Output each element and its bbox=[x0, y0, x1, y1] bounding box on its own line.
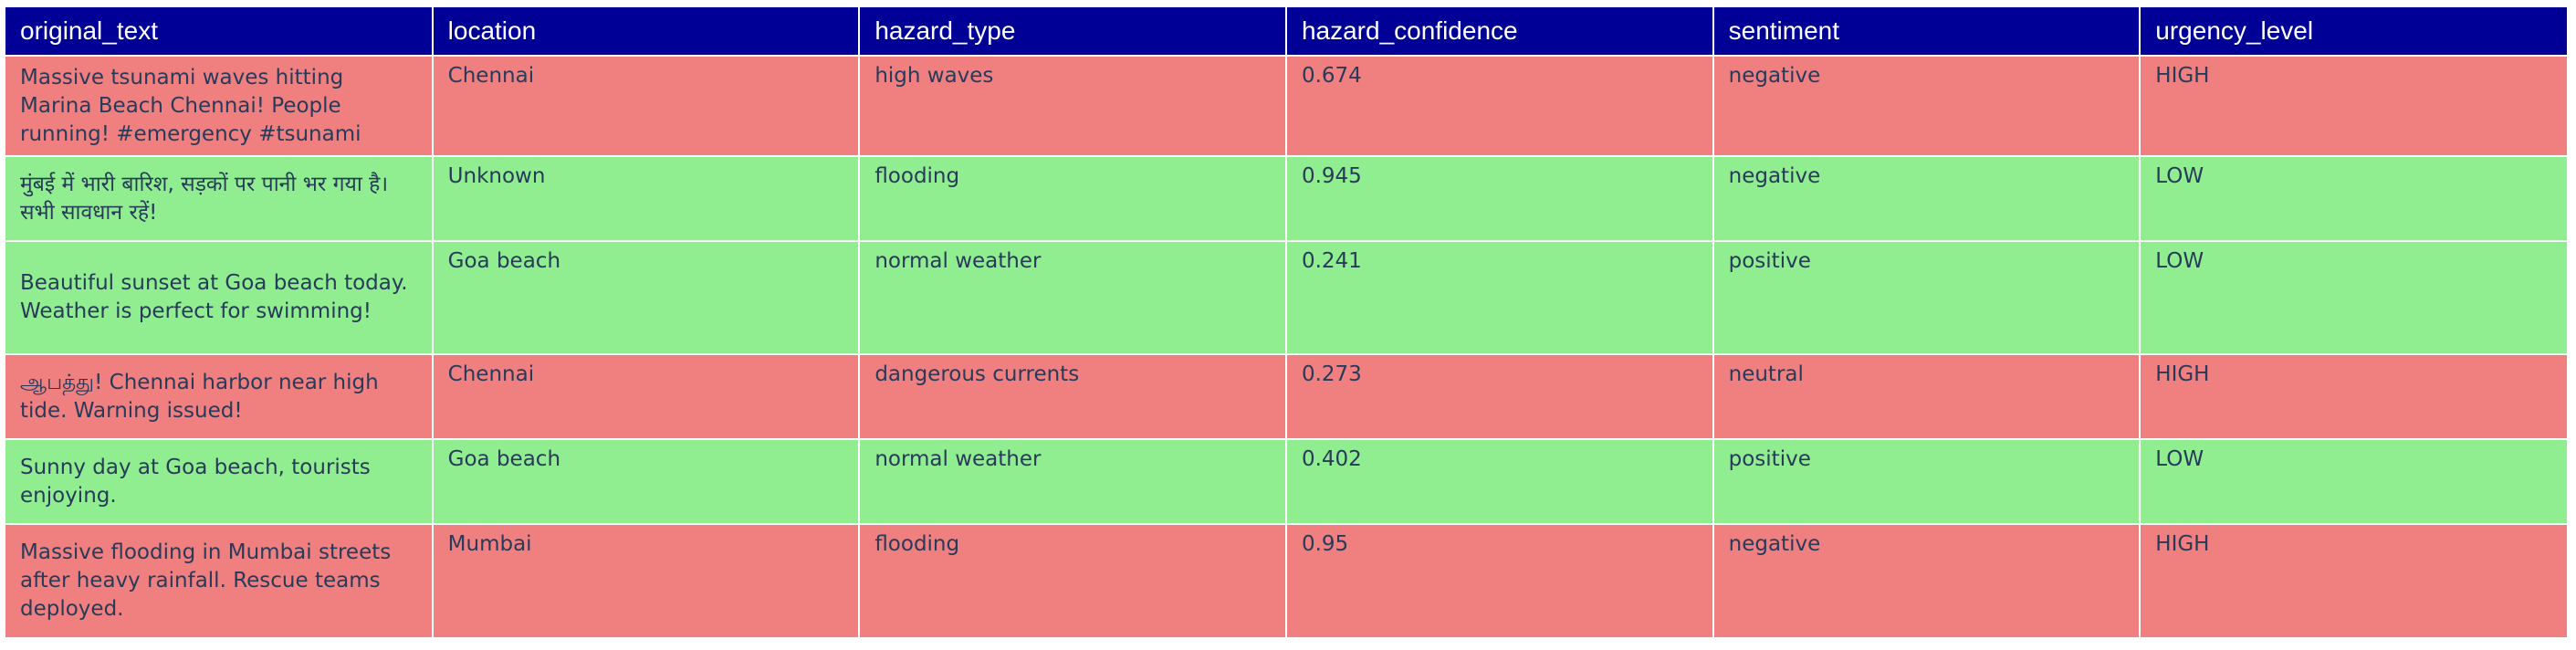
sentiment-cell: positive bbox=[1712, 240, 2141, 354]
original-text-cell: Massive flooding in Mumbai streets after… bbox=[5, 523, 434, 637]
location-cell: Chennai bbox=[432, 353, 861, 439]
hazard-results-table: original_text location hazard_type hazar… bbox=[5, 7, 2567, 637]
table-row: Massive flooding in Mumbai streets after… bbox=[5, 523, 2567, 637]
hazard-confidence-cell: 0.95 bbox=[1285, 523, 1714, 637]
location-cell: Unknown bbox=[432, 155, 861, 241]
original-text-cell: Massive tsunami waves hitting Marina Bea… bbox=[5, 55, 434, 156]
sentiment-cell: positive bbox=[1712, 438, 2141, 524]
table-row: ஆபத்து! Chennai harbor near high tide. W… bbox=[5, 353, 2567, 439]
location-cell: Mumbai bbox=[432, 523, 861, 637]
sentiment-cell: neutral bbox=[1712, 353, 2141, 439]
table-row: Sunny day at Goa beach, tourists enjoyin… bbox=[5, 438, 2567, 524]
hazard-type-cell: dangerous currents bbox=[859, 353, 1287, 439]
sentiment-cell: negative bbox=[1712, 55, 2141, 156]
hazard-confidence-cell: 0.674 bbox=[1285, 55, 1714, 156]
urgency-level-cell: HIGH bbox=[2140, 523, 2567, 637]
location-cell: Chennai bbox=[432, 55, 861, 156]
original-text-cell: ஆபத்து! Chennai harbor near high tide. W… bbox=[5, 353, 434, 439]
hazard-type-cell: flooding bbox=[859, 523, 1287, 637]
hazard-confidence-cell: 0.945 bbox=[1285, 155, 1714, 241]
column-header-location[interactable]: location bbox=[432, 7, 861, 56]
column-header-hazard-confidence[interactable]: hazard_confidence bbox=[1285, 7, 1714, 56]
original-text-cell: Beautiful sunset at Goa beach today. Wea… bbox=[5, 240, 434, 354]
header-row: original_text location hazard_type hazar… bbox=[5, 7, 2567, 56]
table-row: Massive tsunami waves hitting Marina Bea… bbox=[5, 55, 2567, 156]
sentiment-cell: negative bbox=[1712, 155, 2141, 241]
hazard-confidence-cell: 0.241 bbox=[1285, 240, 1714, 354]
column-header-urgency-level[interactable]: urgency_level bbox=[2140, 7, 2567, 56]
urgency-level-cell: LOW bbox=[2140, 438, 2567, 524]
location-cell: Goa beach bbox=[432, 240, 861, 354]
urgency-level-cell: LOW bbox=[2140, 155, 2567, 241]
urgency-level-cell: HIGH bbox=[2140, 55, 2567, 156]
sentiment-cell: negative bbox=[1712, 523, 2141, 637]
location-cell: Goa beach bbox=[432, 438, 861, 524]
column-header-original-text[interactable]: original_text bbox=[5, 7, 434, 56]
results-table-container: original_text location hazard_type hazar… bbox=[5, 7, 2567, 637]
table-body: Massive tsunami waves hitting Marina Bea… bbox=[5, 55, 2567, 637]
table-row: मुंबई में भारी बारिश, सड़कों पर पानी भर … bbox=[5, 155, 2567, 241]
urgency-level-cell: HIGH bbox=[2140, 353, 2567, 439]
urgency-level-cell: LOW bbox=[2140, 240, 2567, 354]
column-header-hazard-type[interactable]: hazard_type bbox=[859, 7, 1287, 56]
original-text-cell: Sunny day at Goa beach, tourists enjoyin… bbox=[5, 438, 434, 524]
table-row: Beautiful sunset at Goa beach today. Wea… bbox=[5, 240, 2567, 354]
column-header-sentiment[interactable]: sentiment bbox=[1712, 7, 2141, 56]
hazard-confidence-cell: 0.273 bbox=[1285, 353, 1714, 439]
table-header: original_text location hazard_type hazar… bbox=[5, 7, 2567, 56]
hazard-type-cell: flooding bbox=[859, 155, 1287, 241]
hazard-confidence-cell: 0.402 bbox=[1285, 438, 1714, 524]
original-text-cell: मुंबई में भारी बारिश, सड़कों पर पानी भर … bbox=[5, 155, 434, 241]
hazard-type-cell: normal weather bbox=[859, 240, 1287, 354]
hazard-type-cell: high waves bbox=[859, 55, 1287, 156]
hazard-type-cell: normal weather bbox=[859, 438, 1287, 524]
